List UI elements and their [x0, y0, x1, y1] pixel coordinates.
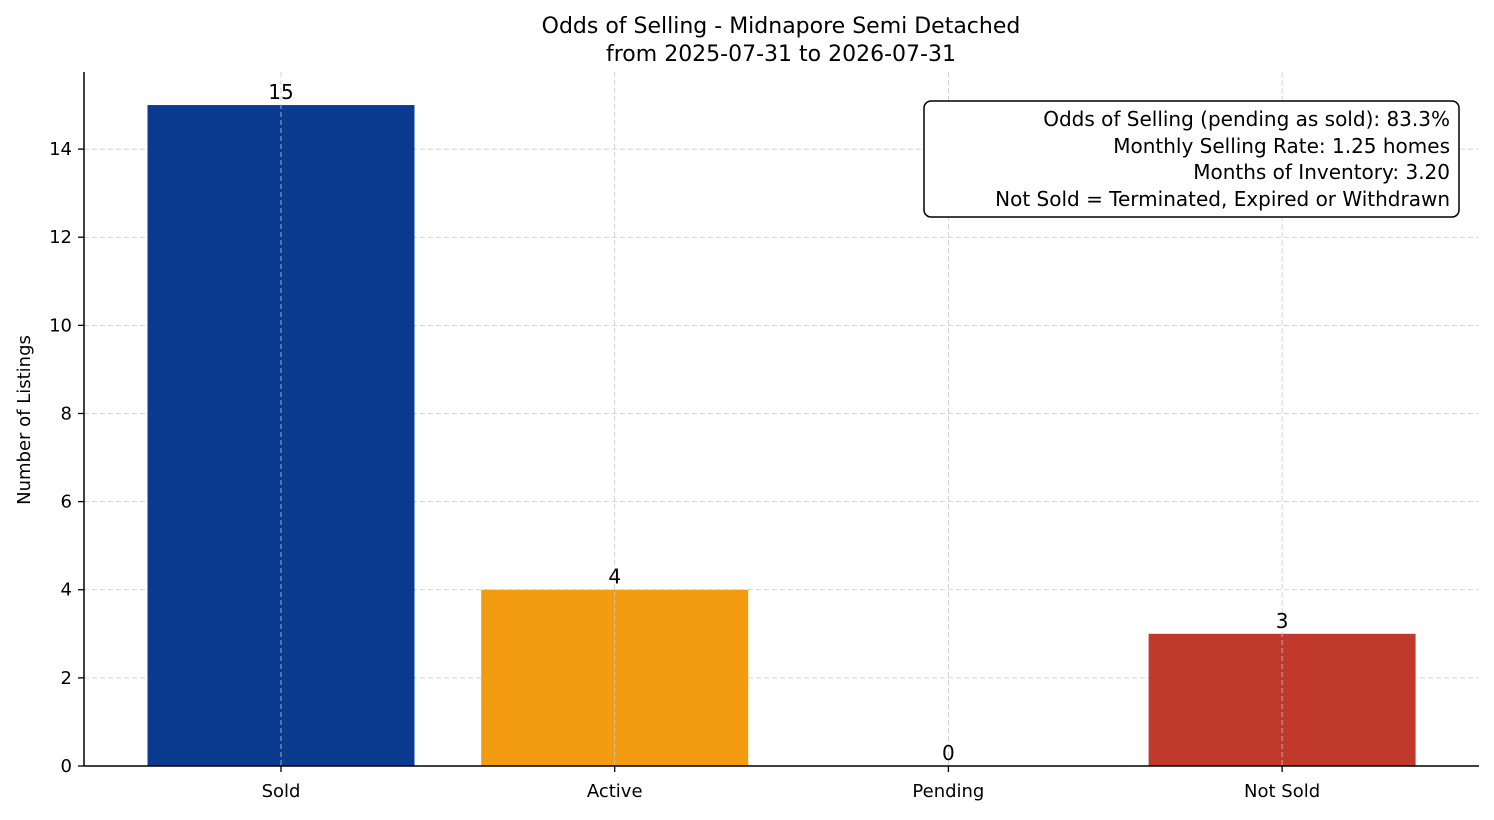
- data-label-pending: 0: [942, 741, 955, 765]
- info-line-odds: Odds of Selling (pending as sold): 83.3%: [1043, 107, 1450, 131]
- y-tick-label-12: 12: [49, 227, 72, 248]
- data-label-not-sold: 3: [1276, 609, 1289, 633]
- x-tick-label-active: Active: [587, 781, 643, 802]
- y-axis-label: Number of Listings: [14, 335, 35, 505]
- y-tick-label-8: 8: [61, 403, 72, 424]
- x-tick-label-pending: Pending: [912, 781, 984, 802]
- info-box: Odds of Selling (pending as sold): 83.3%…: [923, 100, 1460, 218]
- chart-title-line-2: from 2025-07-31 to 2026-07-31: [606, 42, 956, 67]
- x-tick-label-not-sold: Not Sold: [1244, 781, 1320, 802]
- chart-title-line-1: Odds of Selling - Midnapore Semi Detache…: [542, 14, 1021, 39]
- data-label-active: 4: [608, 565, 621, 589]
- info-box-frame: [923, 100, 1460, 218]
- data-label-sold: 15: [268, 80, 293, 104]
- y-tick-label-6: 6: [61, 492, 72, 513]
- axes-layer: [78, 72, 1479, 772]
- info-line-not-sold-note: Not Sold = Terminated, Expired or Withdr…: [995, 187, 1450, 211]
- labels-layer: 0 2 4 6 8 10 12 14 15 4 0 3 Sold Active Pending Not Sol…: [49, 80, 1320, 802]
- y-tick-label-0: 0: [61, 756, 72, 777]
- y-tick-label-10: 10: [49, 315, 72, 336]
- y-tick-label-4: 4: [61, 580, 72, 601]
- info-line-selling-rate: Monthly Selling Rate: 1.25 homes: [1113, 134, 1450, 158]
- y-tick-label-2: 2: [61, 668, 72, 689]
- x-tick-label-sold: Sold: [262, 781, 301, 802]
- info-line-inventory: Months of Inventory: 3.20: [1193, 160, 1450, 184]
- y-tick-label-14: 14: [49, 139, 72, 160]
